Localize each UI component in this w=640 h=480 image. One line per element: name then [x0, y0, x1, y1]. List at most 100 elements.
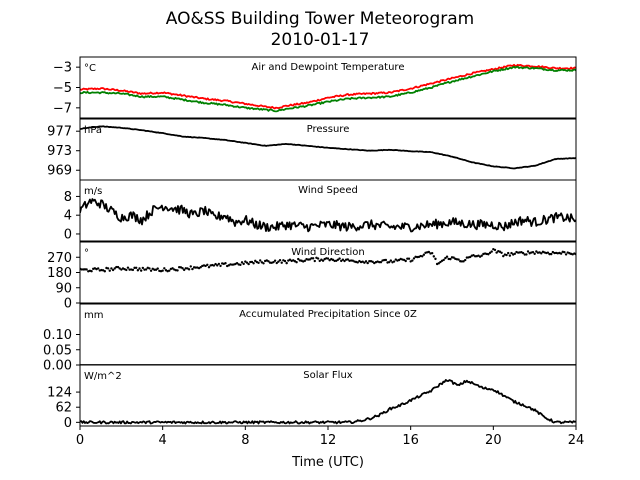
data-point: [199, 266, 202, 269]
data-point: [411, 259, 414, 262]
data-point: [480, 254, 483, 257]
data-point: [182, 268, 186, 272]
data-point: [505, 253, 508, 257]
data-point: [346, 258, 350, 261]
panel-title: Pressure: [307, 124, 350, 135]
data-point: [267, 260, 270, 263]
y-tick-label: 0: [64, 297, 72, 312]
data-point: [181, 267, 184, 270]
data-point: [378, 260, 381, 264]
data-point: [535, 250, 538, 253]
data-point: [392, 260, 396, 263]
data-point: [189, 265, 192, 268]
data-point: [521, 251, 525, 255]
data-point: [217, 262, 221, 266]
data-point: [295, 261, 298, 264]
data-point: [254, 259, 257, 263]
data-point: [340, 259, 343, 263]
data-point: [239, 263, 242, 267]
panel-frame: [79, 179, 577, 242]
data-point: [368, 259, 371, 263]
data-point: [313, 259, 316, 263]
y-tick-label: 4: [64, 209, 72, 224]
y-tick-label: −5: [53, 81, 72, 96]
data-point: [247, 262, 250, 266]
data-point: [161, 269, 164, 272]
x-axis-label: Time (UTC): [291, 455, 364, 470]
data-point: [326, 257, 330, 260]
data-point: [407, 257, 411, 260]
data-point: [389, 259, 393, 262]
data-point: [240, 261, 244, 264]
data-point: [96, 267, 100, 270]
panel-title: Solar Flux: [303, 370, 353, 381]
data-point: [513, 252, 517, 255]
data-point: [303, 259, 307, 263]
y-tick-label: 90: [55, 281, 72, 296]
panel-title: Wind Direction: [291, 247, 365, 258]
data-point: [278, 258, 282, 262]
data-point: [280, 261, 283, 264]
data-point: [531, 250, 535, 254]
data-point: [488, 251, 492, 255]
series-line: [80, 65, 576, 113]
data-point: [364, 260, 368, 263]
data-point: [110, 267, 113, 270]
data-point: [546, 251, 550, 254]
data-point: [387, 260, 391, 264]
data-point: [131, 268, 135, 272]
data-point: [214, 262, 217, 266]
data-point: [139, 269, 143, 272]
series-line: [80, 125, 576, 170]
data-point: [366, 261, 369, 265]
panel-3-series-1: [80, 198, 576, 233]
data-point: [257, 261, 260, 265]
data-point: [356, 261, 359, 264]
panel-2: 977 973 969 hPa Pressure: [47, 118, 577, 181]
panel-title: Wind Speed: [298, 185, 358, 196]
panel-6-series-1: [80, 379, 576, 425]
data-point: [533, 252, 536, 255]
data-point: [106, 267, 110, 270]
data-point: [422, 253, 426, 256]
data-point: [321, 259, 325, 262]
x-tick-label: 0: [76, 433, 84, 448]
data-point: [432, 255, 436, 258]
y-tick-label: 977: [47, 125, 72, 140]
data-point: [439, 260, 442, 264]
y-tick-label: −7: [53, 101, 72, 116]
data-point: [540, 252, 543, 255]
panel-1-series-2: [80, 65, 576, 113]
data-point: [311, 257, 315, 260]
data-point: [285, 261, 288, 265]
data-point: [273, 259, 277, 262]
data-point: [412, 257, 416, 260]
data-point: [235, 261, 239, 265]
y-tick-label: 0: [64, 416, 72, 431]
data-point: [242, 262, 245, 266]
data-point: [363, 261, 366, 264]
data-point: [525, 253, 528, 256]
data-point: [316, 257, 320, 260]
data-point: [297, 257, 300, 261]
data-point: [487, 253, 490, 256]
data-point: [341, 258, 345, 261]
data-point: [250, 260, 254, 264]
data-point: [421, 255, 424, 258]
data-point: [216, 264, 219, 267]
figure-title: AO&SS Building Tower Meteorogram: [166, 9, 474, 29]
data-point: [262, 262, 265, 265]
data-point: [564, 253, 568, 256]
x-tick-label: 12: [320, 433, 337, 448]
data-point: [149, 269, 153, 272]
y-tick-label: 180: [47, 266, 72, 281]
data-point: [343, 259, 346, 263]
data-point: [113, 267, 116, 270]
data-point: [338, 257, 341, 260]
y-tick-label: 969: [47, 164, 72, 179]
data-point: [259, 259, 262, 262]
panel-unit-label: °: [84, 248, 89, 259]
data-point: [404, 259, 407, 263]
